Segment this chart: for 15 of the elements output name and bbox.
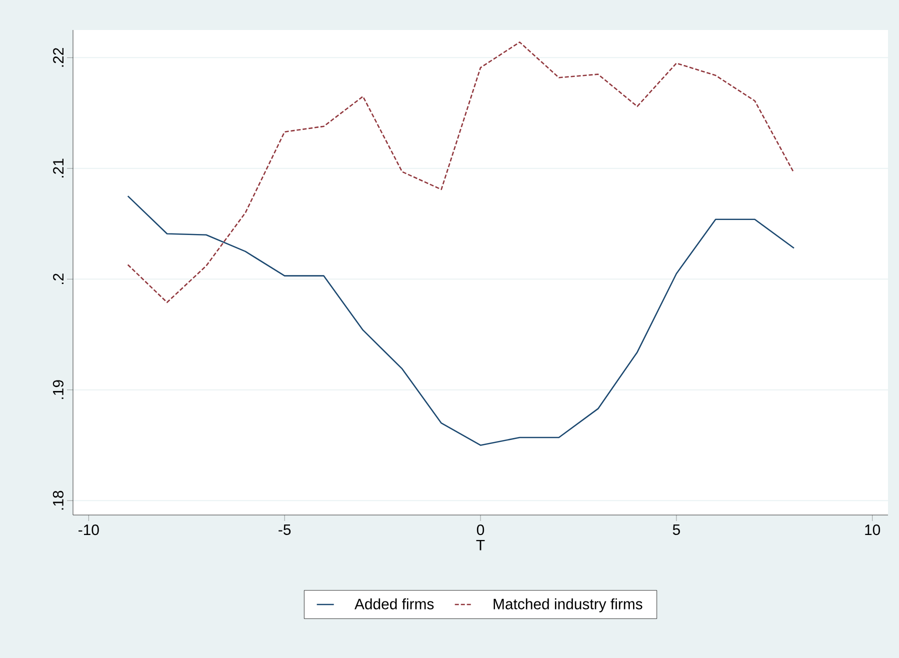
x-tick-label: -10	[78, 524, 99, 536]
y-tick-label: .22	[53, 48, 64, 67]
legend-label: Added firms	[354, 598, 434, 610]
y-tick-label: .21	[53, 158, 64, 178]
line-series	[127, 42, 795, 304]
x-axis-title: T	[476, 540, 485, 550]
legend-label: Matched industry firms	[494, 598, 642, 612]
x-tick-label: -5	[278, 524, 291, 535]
y-tick-label: .2	[53, 274, 64, 284]
y-tick-label: .19	[52, 380, 64, 399]
x-tick-label: 10	[865, 524, 880, 536]
x-tick-label: 0	[476, 524, 484, 536]
x-tick-label: 5	[672, 524, 680, 535]
y-tick-label: .18	[52, 490, 64, 510]
line-series	[127, 195, 795, 446]
